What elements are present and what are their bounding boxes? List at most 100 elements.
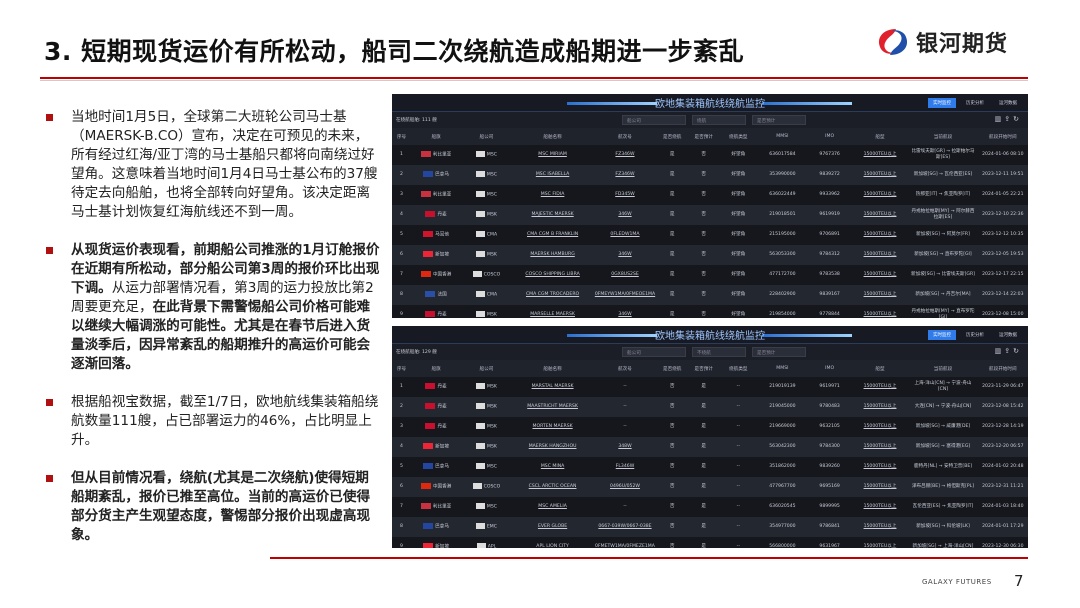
tab-realtime[interactable]: 实时监控	[928, 98, 956, 108]
table-row[interactable]: 2 巴拿马 MSC MSC ISABELLA FZ346W 是 否 好望角 353990000 9…	[392, 165, 1028, 185]
cell-link[interactable]: MSC FIDIA	[540, 192, 565, 197]
refresh-icon[interactable]: ↻	[1013, 347, 1022, 355]
cell-link[interactable]: MARSELLE MAERSK	[530, 312, 575, 317]
export-icon[interactable]: ⇪	[1004, 115, 1014, 123]
table-row[interactable]: 9 丹麦 MSK MARSELLE MAERSK 346W 是 否 好望角 219854000 9…	[392, 305, 1028, 318]
cell-link[interactable]: APL LION CITY	[536, 544, 569, 548]
forecast-filter-select[interactable]: 是否预计	[752, 347, 806, 357]
tab-history[interactable]: 历史分析	[966, 101, 984, 106]
cell-link[interactable]: 15000TEU以上	[863, 252, 897, 257]
cell-link[interactable]: 346W	[618, 212, 632, 217]
cell-value: 1	[399, 384, 403, 389]
cell-link[interactable]: 15000TEU以上	[863, 404, 897, 409]
cell-value: 马耳他	[435, 232, 449, 238]
tab-realtime[interactable]: 实时监控	[928, 330, 956, 340]
cell-link[interactable]: 15000TEU以上	[863, 312, 897, 317]
cell-link[interactable]: 346W	[618, 252, 632, 257]
cell-link[interactable]: FD345W	[615, 192, 635, 197]
cell-link[interactable]: 0FLEDW1MA	[610, 232, 640, 237]
cell-link[interactable]: 0FMETW1MA/0FMEZE1MA	[595, 544, 655, 548]
cell-value: 上海-洋山[CN] → 宁波-舟山[CN]	[914, 381, 972, 392]
map-icon[interactable]: ▥	[994, 347, 1005, 355]
forecast-filter-select[interactable]: 是否预计	[752, 115, 806, 125]
cell-link[interactable]: MSC AMELIA	[538, 504, 567, 509]
cell-link[interactable]: FZ346W	[615, 152, 635, 157]
cell-link[interactable]: MAERSK HANGZHOU	[528, 444, 577, 449]
table-row[interactable]: 1 利比里亚 MSC MSC MIRIAM FZ346W 是 否 好望角 636017584 97…	[392, 145, 1028, 165]
tab-canal[interactable]: 运河数据	[999, 333, 1017, 338]
cell-link[interactable]: 15000TEU以上	[863, 232, 897, 237]
cell-link[interactable]: 0GX8US2SE	[611, 272, 639, 277]
cell-link[interactable]: 15000TEU以上	[863, 424, 897, 429]
export-icon[interactable]: ⇪	[1004, 347, 1014, 355]
cell-link[interactable]: 0667-039W/0667-038E	[598, 524, 652, 529]
cell-value: 是	[669, 252, 675, 257]
cell-link[interactable]: CSCL ARCTIC OCEAN	[528, 484, 577, 489]
cell-link[interactable]: MSC ISABELLA	[535, 172, 570, 177]
table-row[interactable]: 4 新加坡 MSK MAERSK HANGZHOU 348W 否 是 -- 563042300 9…	[392, 437, 1028, 457]
cell-link[interactable]: 346W	[618, 312, 632, 317]
table-row[interactable]: 3 丹麦 MSK MORTEN MAERSK -- 否 是 -- 219669000 963210…	[392, 417, 1028, 437]
cell-link[interactable]: 0496U/052W	[610, 484, 640, 489]
table-cell: 6	[392, 245, 411, 265]
cell-link[interactable]: 15000TEU以上	[863, 484, 897, 489]
table-row[interactable]: 3 利比里亚 MSC MSC FIDIA FD345W 是 否 好望角 636022449 993…	[392, 185, 1028, 205]
table-row[interactable]: 2 丹麦 MSK MAASTRICHT MAERSK -- 否 是 -- 219045000 97…	[392, 397, 1028, 417]
cell-link[interactable]: 15000TEU以上	[863, 292, 897, 297]
cell-link[interactable]: 15000TEU以上	[863, 544, 897, 548]
cell-link[interactable]: 0FMEYW1MA/0FMEOE1MA	[594, 292, 656, 297]
cell-value: 566800000	[769, 544, 796, 548]
refresh-icon[interactable]: ↻	[1013, 115, 1022, 123]
cell-link[interactable]: MARSTAL MAERSK	[531, 384, 574, 389]
table-row[interactable]: 1 丹麦 MSK MARSTAL MAERSK -- 否 是 -- 219019139 96199…	[392, 377, 1028, 397]
cell-link[interactable]: COSCO SHIPPING LIBRA	[525, 272, 580, 277]
cell-link[interactable]: 15000TEU以上	[863, 384, 897, 389]
cell-link[interactable]: EVER GLOBE	[537, 524, 568, 529]
cell-link[interactable]: CMA CGM B FRANKLIN	[526, 232, 579, 237]
cell-link[interactable]: 15000TEU以上	[863, 444, 897, 449]
cell-link[interactable]: MAJESTIC MAERSK	[531, 212, 574, 217]
column-header: 船型	[851, 360, 909, 377]
table-row[interactable]: 5 马耳他 CMA CMA CGM B FRANKLIN 0FLEDW1MA 是 否 好望角 2…	[392, 225, 1028, 245]
map-icon[interactable]: ▥	[994, 115, 1005, 123]
cell-link[interactable]: 348W	[618, 444, 632, 449]
table-row[interactable]: 8 巴拿马 EMC EVER GLOBE 0667-039W/0667-038E 否 是 --…	[392, 517, 1028, 537]
reroute-filter-select[interactable]: 绕航	[692, 115, 746, 125]
table-row[interactable]: 6 新加坡 MSK MAERSK HAMBURG 346W 是 否 好望角 563053300 9…	[392, 245, 1028, 265]
tab-canal[interactable]: 运河数据	[999, 101, 1017, 106]
reroute-filter-select[interactable]: 不绕航	[692, 347, 746, 357]
table-cell: 346W	[593, 205, 657, 225]
cell-link[interactable]: FZ346W	[615, 172, 635, 177]
cell-link[interactable]: FL346W	[615, 464, 635, 469]
carrier-filter-select[interactable]: 船公司	[622, 115, 686, 125]
table-row[interactable]: 7 利比里亚 MSC MSC AMELIA -- 否 是 -- 636020545 9899995…	[392, 497, 1028, 517]
cell-link[interactable]: MORTEN MAERSK	[532, 424, 573, 429]
cell-link[interactable]: 15000TEU以上	[863, 192, 897, 197]
carrier-logo-icon	[475, 291, 485, 298]
cell-link[interactable]: 15000TEU以上	[863, 524, 897, 529]
cell-link[interactable]: 15000TEU以上	[863, 464, 897, 469]
cell-link[interactable]: 15000TEU以上	[863, 212, 897, 217]
cell-link[interactable]: 15000TEU以上	[863, 272, 897, 277]
table-row[interactable]: 7 中国香港 COSCO COSCO SHIPPING LIBRA 0GX8US2SE 是…	[392, 265, 1028, 285]
cell-link[interactable]: 15000TEU以上	[863, 152, 897, 157]
cell-value: MSC	[486, 192, 497, 198]
tab-history[interactable]: 历史分析	[966, 333, 984, 338]
carrier-logo-icon	[475, 463, 485, 470]
cell-link[interactable]: MAERSK HAMBURG	[530, 252, 575, 257]
table-row[interactable]: 4 丹麦 MSK MAJESTIC MAERSK 346W 是 否 好望角 219018501 9…	[392, 205, 1028, 225]
table-row[interactable]: 8 法国 CMA CMA CGM TROCADERO 0FMEYW1MA/0FMEOE1…	[392, 285, 1028, 305]
cell-link[interactable]: MSC MIRIAM	[538, 152, 567, 157]
cell-value: 是	[669, 212, 675, 217]
table-row[interactable]: 6 中国香港 COSCO CSCL ARCTIC OCEAN 0496U/052W 否 是 -…	[392, 477, 1028, 497]
table-row[interactable]: 9 新加坡 APL APL LION CITY 0FMETW1MA/0FMEZE1MA 否…	[392, 537, 1028, 548]
cell-link[interactable]: MSC MINA	[540, 464, 565, 469]
carrier-filter-select[interactable]: 船公司	[622, 347, 686, 357]
cell-link[interactable]: 15000TEU以上	[863, 172, 897, 177]
table-row[interactable]: 5 巴拿马 MSC MSC MINA FL346W 否 是 -- 351862000 983926…	[392, 457, 1028, 477]
cell-link[interactable]: CMA CGM TROCADERO	[525, 292, 580, 297]
cell-link[interactable]: MAASTRICHT MAERSK	[527, 404, 578, 409]
cell-value: 9	[399, 312, 403, 317]
header-decoration	[567, 102, 657, 105]
cell-link[interactable]: 15000TEU以上	[863, 504, 897, 509]
